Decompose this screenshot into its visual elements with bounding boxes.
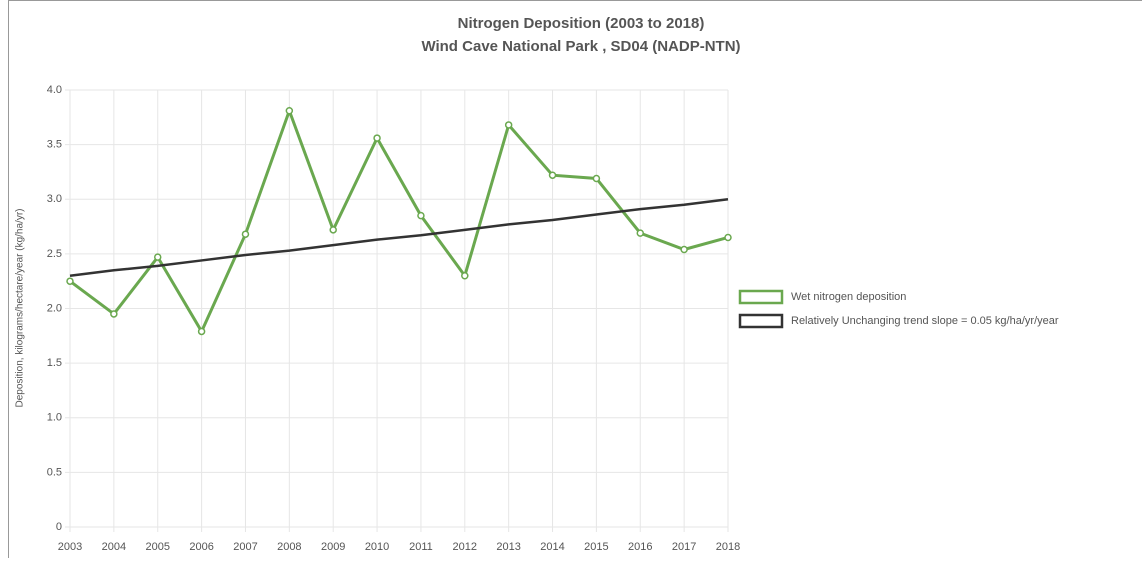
y-tick-label: 3.0 xyxy=(47,193,62,205)
y-tick-label: 0 xyxy=(56,521,62,533)
x-tick-label: 2007 xyxy=(233,541,257,553)
x-tick-label: 2012 xyxy=(453,541,477,553)
chart-subtitle: Wind Cave National Park , SD04 (NADP-NTN… xyxy=(421,38,740,55)
data-point xyxy=(637,230,643,236)
y-tick-label: 4.0 xyxy=(47,84,62,96)
y-tick-label: 1.0 xyxy=(47,412,62,424)
data-point xyxy=(462,273,468,279)
x-tick-label: 2004 xyxy=(102,541,126,553)
x-tick-label: 2014 xyxy=(540,541,564,553)
data-point xyxy=(111,311,117,317)
y-tick-label: 0.5 xyxy=(47,466,62,478)
series-line xyxy=(70,111,728,332)
x-tick-label: 2005 xyxy=(145,541,169,553)
x-tick-label: 2016 xyxy=(628,541,652,553)
data-point xyxy=(330,227,336,233)
data-point xyxy=(242,231,248,237)
x-tick-label: 2013 xyxy=(496,541,520,553)
x-tick-label: 2008 xyxy=(277,541,301,553)
x-tick-label: 2006 xyxy=(189,541,213,553)
x-tick-label: 2015 xyxy=(584,541,608,553)
data-point xyxy=(286,108,292,114)
series-line xyxy=(70,199,728,275)
data-point xyxy=(506,122,512,128)
y-axis-label: Deposition, kilograms/hectare/year (kg/h… xyxy=(15,209,26,408)
legend-label: Relatively Unchanging trend slope = 0.05… xyxy=(791,315,1059,327)
data-point xyxy=(725,234,731,240)
x-tick-label: 2011 xyxy=(409,541,433,553)
legend-label: Wet nitrogen deposition xyxy=(791,291,906,303)
x-tick-label: 2017 xyxy=(672,541,696,553)
x-tick-label: 2010 xyxy=(365,541,389,553)
x-tick-label: 2018 xyxy=(716,541,740,553)
data-point xyxy=(418,213,424,219)
data-point xyxy=(593,175,599,181)
y-tick-label: 2.5 xyxy=(47,248,62,260)
data-point xyxy=(374,135,380,141)
chart-title: Nitrogen Deposition (2003 to 2018) xyxy=(458,15,705,32)
data-point xyxy=(67,278,73,284)
y-tick-label: 2.0 xyxy=(47,302,62,314)
chart-border xyxy=(9,1,1142,559)
legend-swatch xyxy=(740,291,782,303)
x-tick-label: 2003 xyxy=(58,541,82,553)
legend-swatch xyxy=(740,315,782,327)
x-tick-label: 2009 xyxy=(321,541,345,553)
y-tick-label: 3.5 xyxy=(47,139,62,151)
y-tick-label: 1.5 xyxy=(47,357,62,369)
data-point xyxy=(155,254,161,260)
data-point xyxy=(550,172,556,178)
data-point xyxy=(199,328,205,334)
data-point xyxy=(681,247,687,253)
